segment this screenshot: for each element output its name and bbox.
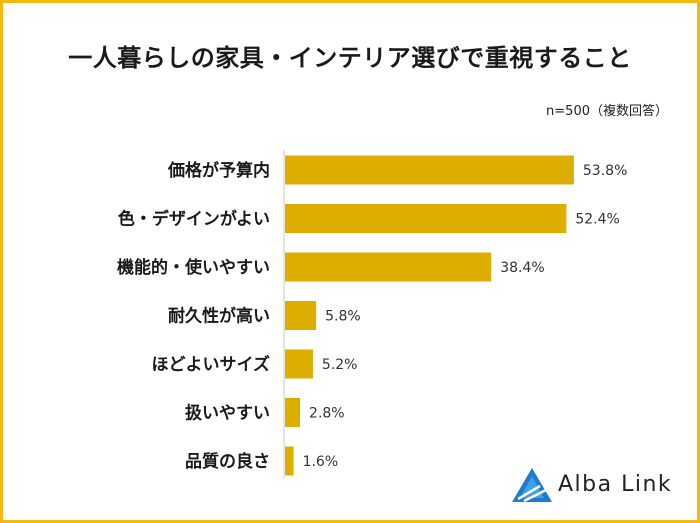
bar: [285, 252, 492, 282]
category-label: 扱いやすい: [185, 403, 270, 424]
bar: [285, 301, 317, 330]
brand-name: Alba Link: [558, 472, 673, 497]
category-label: 耐久性が高い: [168, 306, 270, 327]
value-label: 1.6%: [303, 454, 339, 470]
sample-note: n=500（複数回答）: [546, 104, 668, 119]
value-label: 52.4%: [575, 212, 619, 228]
category-label: 機能的・使いやすい: [117, 257, 270, 278]
value-label: 5.8%: [325, 309, 361, 325]
value-label: 53.8%: [583, 163, 627, 179]
alba-link-logo: Alba Link: [510, 466, 685, 506]
category-label: 品質の良さ: [185, 451, 270, 472]
category-label: 価格が予算内: [167, 160, 270, 181]
bar: [285, 446, 294, 476]
bars-group: 価格が予算内 53.8% 色・デザインがよい 52.4% 機能的・使いやすい 38.4% 耐…: [117, 155, 627, 476]
value-label: 38.4%: [500, 260, 544, 276]
chart-title: 一人暮らしの家具・インテリア選びで重視すること: [68, 44, 632, 72]
category-label: ほどよいサイズ: [152, 354, 271, 375]
bar: [285, 204, 567, 233]
bar: [285, 398, 301, 427]
triangle-logo-icon: [512, 468, 552, 503]
bar: [285, 349, 313, 379]
value-label: 5.2%: [322, 357, 358, 373]
category-label: 色・デザインがよい: [118, 209, 270, 230]
bar: [285, 155, 574, 185]
value-label: 2.8%: [309, 406, 345, 422]
